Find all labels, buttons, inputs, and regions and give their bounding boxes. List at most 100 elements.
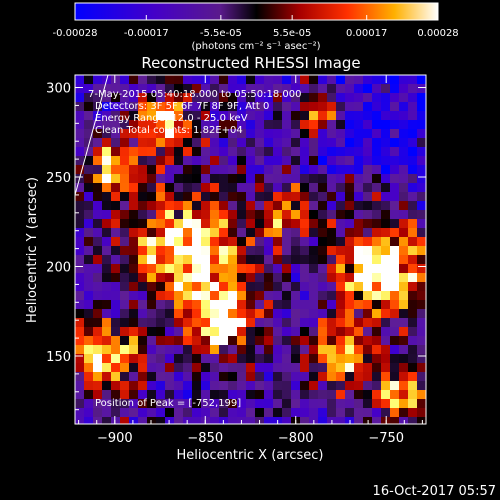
image-pixel (390, 318, 399, 327)
image-pixel (273, 309, 282, 318)
image-pixel (318, 210, 327, 219)
image-pixel (219, 390, 228, 399)
image-pixel (84, 201, 93, 210)
image-pixel (408, 111, 417, 120)
image-pixel (273, 336, 282, 345)
image-pixel (318, 408, 327, 417)
image-pixel (264, 345, 273, 354)
image-pixel (183, 345, 192, 354)
image-pixel (390, 84, 399, 93)
image-pixel (390, 156, 399, 165)
image-pixel (237, 291, 246, 300)
image-pixel (219, 345, 228, 354)
image-pixel (192, 345, 201, 354)
image-pixel (237, 336, 246, 345)
image-pixel (102, 111, 111, 120)
image-pixel (156, 336, 165, 345)
image-pixel (192, 264, 201, 273)
image-pixel (255, 255, 264, 264)
image-pixel (111, 390, 120, 399)
image-pixel (129, 138, 138, 147)
image-pixel (183, 291, 192, 300)
image-pixel (291, 318, 300, 327)
image-pixel (219, 309, 228, 318)
image-pixel (354, 201, 363, 210)
image-pixel (192, 147, 201, 156)
image-pixel (156, 363, 165, 372)
image-pixel (408, 192, 417, 201)
image-pixel (111, 174, 120, 183)
annotation-peak: Position of Peak = [-752,199] (95, 398, 241, 409)
image-pixel (336, 399, 345, 408)
image-pixel (309, 327, 318, 336)
image-pixel (156, 264, 165, 273)
image-pixel (417, 399, 426, 408)
image-pixel (75, 363, 84, 372)
image-pixel (381, 381, 390, 390)
image-pixel (417, 336, 426, 345)
image-pixel (408, 156, 417, 165)
image-pixel (138, 399, 147, 408)
image-pixel (183, 102, 192, 111)
image-pixel (75, 102, 84, 111)
image-pixel (156, 147, 165, 156)
image-pixel (237, 111, 246, 120)
image-pixel (228, 300, 237, 309)
image-pixel (183, 399, 192, 408)
image-pixel (228, 345, 237, 354)
image-pixel (372, 381, 381, 390)
image-pixel (291, 345, 300, 354)
image-pixel (363, 183, 372, 192)
image-pixel (201, 84, 210, 93)
image-pixel (165, 210, 174, 219)
image-pixel (237, 174, 246, 183)
image-pixel (318, 417, 327, 424)
image-pixel (102, 147, 111, 156)
image-pixel (300, 129, 309, 138)
image-pixel (183, 381, 192, 390)
image-pixel (372, 165, 381, 174)
image-pixel (282, 372, 291, 381)
image-pixel (192, 75, 201, 84)
image-pixel (165, 165, 174, 174)
image-pixel (246, 228, 255, 237)
image-pixel (102, 372, 111, 381)
image-pixel (237, 84, 246, 93)
image-pixel (300, 309, 309, 318)
image-pixel (93, 399, 102, 408)
image-pixel (165, 93, 174, 102)
image-pixel (336, 219, 345, 228)
image-pixel (192, 282, 201, 291)
image-pixel (282, 210, 291, 219)
image-pixel (228, 237, 237, 246)
y-tick-label: 150 (46, 350, 71, 365)
image-pixel (237, 327, 246, 336)
image-pixel (210, 111, 219, 120)
image-pixel (210, 336, 219, 345)
image-pixel (318, 399, 327, 408)
image-pixel (300, 291, 309, 300)
image-pixel (363, 372, 372, 381)
image-pixel (84, 174, 93, 183)
image-pixel (111, 417, 120, 424)
image-pixel (237, 255, 246, 264)
image-pixel (273, 246, 282, 255)
image-pixel (192, 84, 201, 93)
image-pixel (408, 246, 417, 255)
image-pixel (372, 228, 381, 237)
image-pixel (282, 75, 291, 84)
image-pixel (327, 246, 336, 255)
image-pixel (246, 183, 255, 192)
image-pixel (255, 327, 264, 336)
image-pixel (381, 201, 390, 210)
image-pixel (273, 381, 282, 390)
image-pixel (84, 318, 93, 327)
image-pixel (399, 237, 408, 246)
image-pixel (309, 309, 318, 318)
image-pixel (138, 111, 147, 120)
image-pixel (93, 129, 102, 138)
image-pixel (84, 75, 93, 84)
image-pixel (111, 84, 120, 93)
image-pixel (201, 372, 210, 381)
image-pixel (219, 282, 228, 291)
